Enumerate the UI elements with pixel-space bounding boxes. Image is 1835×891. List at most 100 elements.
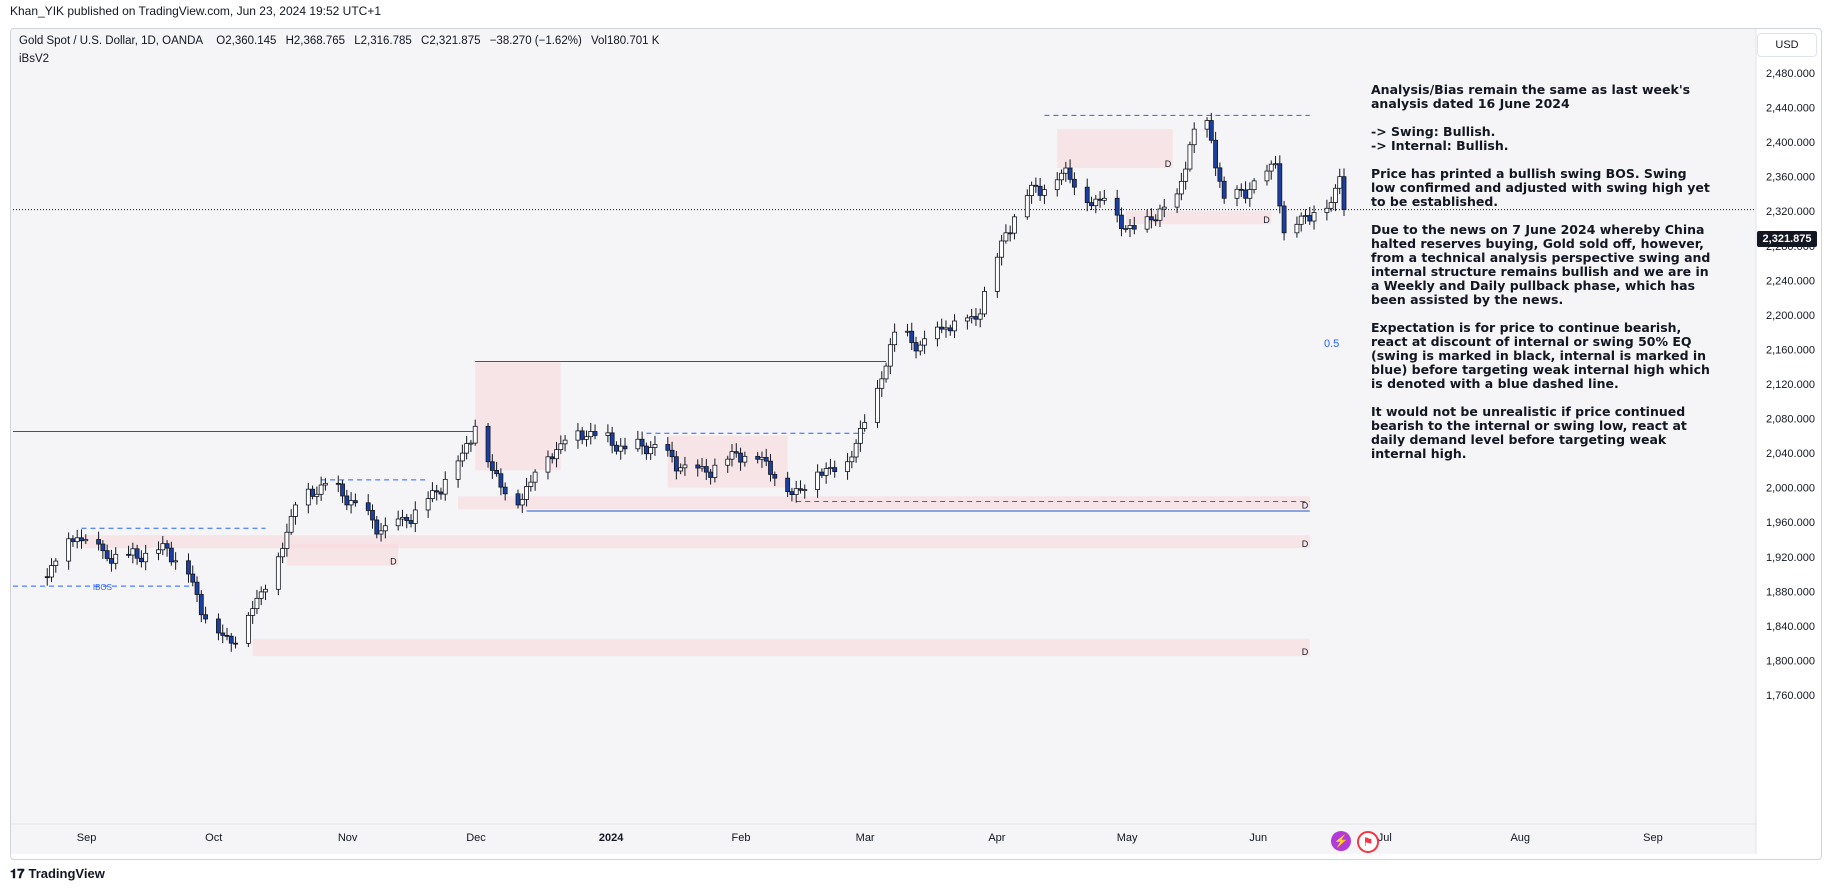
candle-body [224, 634, 230, 637]
candle-body [519, 499, 525, 506]
candle-body [468, 442, 474, 445]
candle-body [644, 445, 649, 455]
chart-panel[interactable]: D D D D D D IBOS 2,480.000 2,440.000 2,400.000 2,3… [10, 28, 1822, 860]
candle-body [879, 378, 885, 389]
candle-body [305, 488, 311, 506]
candle-body [190, 573, 196, 583]
zone-label: D [1165, 159, 1172, 169]
candle-body [173, 560, 179, 563]
candle-body [832, 467, 838, 473]
note-paragraph: Price has printed a bullish swing BOS. S… [1371, 166, 1710, 209]
zone-label: D [1302, 647, 1309, 657]
candle-body [549, 456, 555, 460]
candle-body [70, 538, 76, 542]
note-paragraph: Expectation is for price to continue bea… [1371, 320, 1710, 391]
indicator-name[interactable]: iBsV2 [19, 53, 50, 65]
footer-brand-text: TradingView [28, 866, 105, 881]
candle-body [1311, 212, 1317, 222]
time-tick-label: Apr [988, 832, 1005, 844]
candle-body [562, 439, 568, 445]
lightning-icon[interactable]: ⚡ [1331, 831, 1351, 851]
candle-body [233, 642, 238, 645]
candle-body [943, 327, 949, 330]
candle-body [1037, 185, 1043, 196]
candle-body [849, 456, 855, 463]
candle-body [1144, 216, 1150, 230]
candle-body [1294, 223, 1300, 234]
candle-body [1149, 216, 1154, 221]
candle-body [186, 560, 191, 575]
candle-body [220, 632, 226, 636]
candle-body [785, 477, 791, 493]
candle-body [1303, 215, 1308, 217]
candle-body [434, 490, 440, 493]
candle-body [156, 549, 161, 554]
candle-body [994, 256, 1000, 292]
candle-body [862, 422, 868, 429]
candle-body [49, 565, 54, 578]
footer-brand[interactable]: 𝟏𝟕 TradingView [10, 866, 105, 882]
candle-body [725, 458, 731, 466]
candle-body [378, 530, 384, 535]
tradingview-logo-icon: 𝟏𝟕 [10, 866, 25, 881]
candle-body [143, 552, 149, 563]
candle-body [459, 452, 465, 462]
price-tick-label: 1,760.000 [1766, 690, 1815, 702]
candle-body [665, 444, 671, 451]
candle-body [425, 498, 431, 511]
candle-body [288, 516, 294, 533]
candle-body [892, 331, 898, 346]
candle-body [639, 438, 645, 447]
candle-body [699, 466, 705, 469]
candle-body [314, 493, 320, 497]
candle-body [104, 550, 110, 559]
candle-body [1161, 206, 1167, 210]
zone-label: D [1302, 500, 1309, 510]
symbol-title[interactable]: Gold Spot / U.S. Dollar, 1D, OANDA [19, 35, 204, 47]
price-chart[interactable]: D D D D D D IBOS 2,480.000 2,440.000 2,400.000 2,3… [11, 29, 1821, 859]
candle-body [1277, 163, 1283, 207]
time-tick-label: Feb [732, 832, 751, 844]
candle-body [845, 461, 850, 473]
candle-body [1063, 167, 1069, 174]
candle-body [905, 330, 910, 333]
candle-body [1097, 198, 1103, 201]
candle-body [883, 365, 889, 380]
candle-body [887, 344, 893, 367]
candle-body [618, 445, 624, 452]
candle-body [614, 444, 619, 452]
candle-body [293, 504, 298, 517]
candles-layer [44, 112, 1347, 652]
candle-body [828, 467, 833, 470]
demand-zone [81, 535, 1310, 549]
candle-body [113, 553, 119, 564]
price-tick-label: 2,000.000 [1766, 483, 1815, 495]
candle-body [588, 431, 594, 438]
candle-body [464, 443, 470, 454]
candle-body [759, 457, 765, 460]
candle-body [558, 443, 564, 451]
candle-body [1204, 120, 1210, 130]
candle-body [763, 457, 769, 462]
candle-body [194, 581, 200, 595]
flag-icon[interactable]: ⚑ [1357, 831, 1379, 853]
candle-body [74, 537, 80, 542]
candle-body [922, 338, 927, 346]
candle-body [1059, 172, 1064, 181]
currency-button[interactable]: USD [1757, 33, 1817, 57]
candle-body [648, 447, 654, 455]
candle-body [198, 594, 204, 616]
candle-body [489, 461, 495, 471]
candle-body [263, 588, 268, 593]
candle-body [455, 460, 461, 480]
time-tick-label: Jun [1249, 832, 1267, 844]
time-tick-label: 2024 [599, 832, 624, 844]
time-tick-label: Jul [1378, 832, 1392, 844]
candle-body [755, 455, 761, 460]
demand-zone [286, 543, 399, 566]
candle-body [669, 449, 675, 458]
candle-body [1119, 214, 1124, 229]
candle-body [909, 330, 915, 343]
note-paragraph: It would not be unrealistic if price con… [1371, 404, 1687, 461]
candle-body [168, 547, 174, 563]
